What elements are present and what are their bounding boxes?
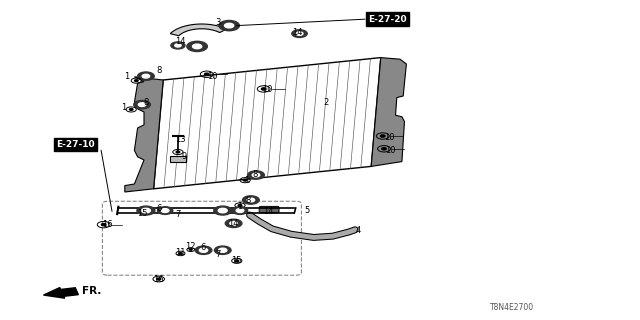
Circle shape bbox=[157, 278, 161, 280]
Circle shape bbox=[193, 44, 202, 49]
Circle shape bbox=[262, 88, 266, 90]
Text: 16: 16 bbox=[102, 220, 113, 229]
Circle shape bbox=[195, 246, 212, 254]
Text: 15: 15 bbox=[137, 209, 147, 218]
Circle shape bbox=[248, 171, 264, 179]
Circle shape bbox=[205, 73, 209, 76]
Circle shape bbox=[138, 72, 154, 80]
Circle shape bbox=[225, 219, 242, 228]
Circle shape bbox=[134, 100, 150, 109]
Circle shape bbox=[230, 221, 237, 225]
Circle shape bbox=[252, 173, 260, 177]
Text: 1: 1 bbox=[244, 176, 249, 185]
Text: 10: 10 bbox=[207, 72, 218, 81]
Text: 2: 2 bbox=[324, 98, 329, 107]
Circle shape bbox=[175, 44, 181, 47]
Circle shape bbox=[189, 249, 192, 250]
Circle shape bbox=[214, 246, 231, 254]
Text: 7: 7 bbox=[175, 210, 180, 219]
Circle shape bbox=[218, 248, 227, 252]
Text: 14: 14 bbox=[292, 28, 303, 36]
Text: 14: 14 bbox=[228, 220, 239, 228]
Text: 8: 8 bbox=[246, 196, 251, 204]
Circle shape bbox=[102, 223, 106, 226]
Text: E-27-10: E-27-10 bbox=[56, 140, 95, 149]
Circle shape bbox=[176, 151, 180, 153]
Circle shape bbox=[138, 103, 146, 107]
Circle shape bbox=[236, 209, 244, 212]
Text: 14: 14 bbox=[264, 207, 274, 216]
Circle shape bbox=[381, 148, 387, 150]
Text: 8: 8 bbox=[156, 66, 161, 75]
Circle shape bbox=[238, 204, 242, 206]
Circle shape bbox=[141, 208, 150, 213]
Text: 7: 7 bbox=[215, 250, 220, 259]
Text: 14: 14 bbox=[175, 37, 186, 46]
Text: 13: 13 bbox=[175, 135, 186, 144]
Text: 5: 5 bbox=[305, 206, 310, 215]
Text: 10: 10 bbox=[385, 146, 396, 155]
Text: 16: 16 bbox=[154, 275, 164, 284]
FancyArrow shape bbox=[44, 288, 78, 298]
Text: 6: 6 bbox=[156, 204, 161, 213]
Circle shape bbox=[187, 41, 207, 52]
FancyBboxPatch shape bbox=[102, 201, 301, 275]
FancyBboxPatch shape bbox=[259, 206, 279, 213]
Text: 9: 9 bbox=[182, 152, 187, 161]
Circle shape bbox=[200, 248, 207, 252]
Text: 11: 11 bbox=[175, 248, 186, 257]
Text: T8N4E2700: T8N4E2700 bbox=[490, 303, 534, 312]
Circle shape bbox=[219, 20, 239, 31]
Circle shape bbox=[235, 260, 239, 262]
Text: 3: 3 bbox=[215, 18, 220, 27]
Text: 12: 12 bbox=[186, 242, 196, 251]
Text: 10: 10 bbox=[262, 85, 273, 94]
Circle shape bbox=[292, 30, 307, 37]
Text: 6: 6 bbox=[201, 244, 206, 252]
Circle shape bbox=[171, 42, 185, 49]
Circle shape bbox=[225, 23, 234, 28]
Circle shape bbox=[247, 198, 255, 202]
Text: 10: 10 bbox=[384, 133, 394, 142]
Circle shape bbox=[134, 80, 138, 82]
Text: 15: 15 bbox=[232, 256, 242, 265]
Circle shape bbox=[137, 206, 155, 215]
Text: 1: 1 bbox=[124, 72, 129, 81]
Text: FR.: FR. bbox=[82, 286, 101, 296]
Circle shape bbox=[243, 179, 247, 181]
Polygon shape bbox=[154, 58, 381, 189]
Text: 1: 1 bbox=[121, 103, 126, 112]
Circle shape bbox=[243, 196, 259, 204]
Circle shape bbox=[214, 206, 232, 215]
Circle shape bbox=[296, 32, 303, 35]
Circle shape bbox=[129, 108, 133, 110]
Polygon shape bbox=[170, 24, 227, 36]
Circle shape bbox=[179, 253, 182, 254]
Circle shape bbox=[161, 209, 169, 212]
Text: 8: 8 bbox=[143, 98, 148, 107]
Circle shape bbox=[232, 207, 248, 214]
Circle shape bbox=[380, 135, 385, 137]
Polygon shape bbox=[371, 58, 406, 166]
Polygon shape bbox=[125, 77, 163, 192]
Text: 8: 8 bbox=[252, 170, 257, 179]
Text: E-27-20: E-27-20 bbox=[368, 15, 406, 24]
Circle shape bbox=[218, 208, 227, 213]
Bar bbox=[170, 156, 186, 162]
Circle shape bbox=[157, 207, 173, 214]
Text: 1: 1 bbox=[237, 202, 243, 211]
Text: 4: 4 bbox=[356, 226, 361, 235]
Circle shape bbox=[142, 74, 150, 78]
